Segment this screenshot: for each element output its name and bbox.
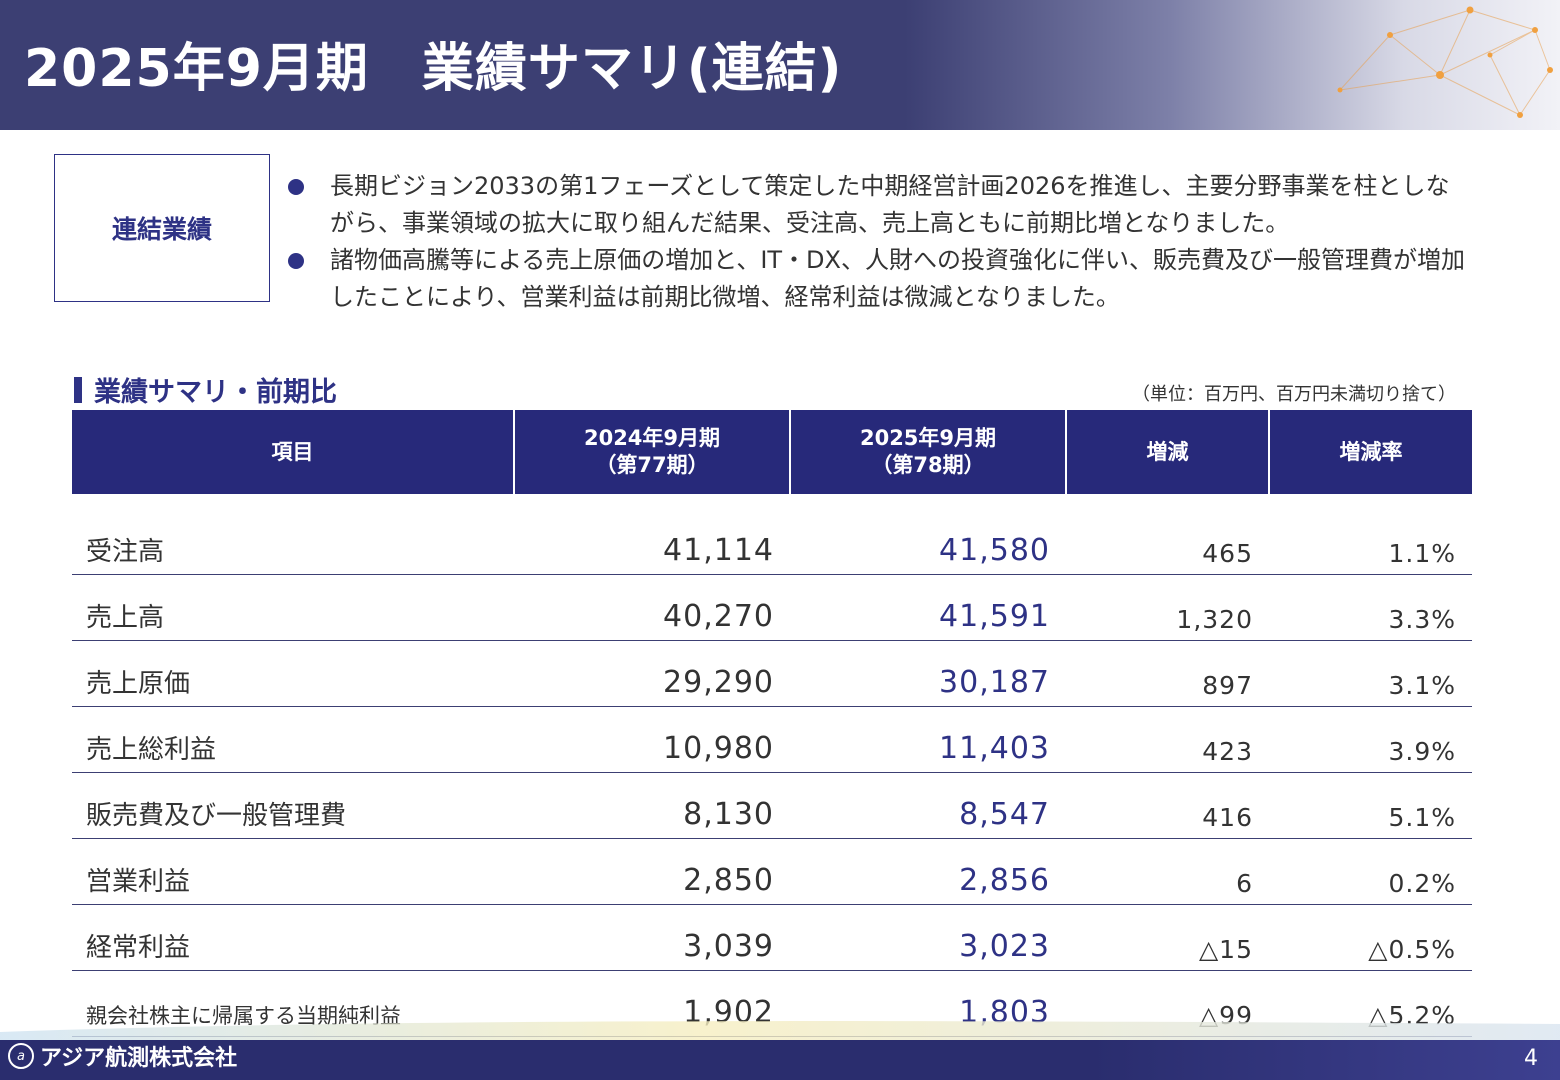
cur-value: 8,547 <box>790 772 1066 839</box>
prev-value: 3,039 <box>514 904 790 971</box>
change-value: 6 <box>1066 838 1269 905</box>
change-value: 1,320 <box>1066 574 1269 641</box>
table-row: 売上原価 29,290 30,187 897 3.1% <box>72 640 1472 707</box>
row-label: 販売費及び一般管理費 <box>72 772 514 839</box>
unit-note: （単位：百万円、百万円未満切り捨て） <box>1132 384 1456 405</box>
summary-bullet-text: 長期ビジョン2033の第1フェーズとして策定した中期経営計画2026を推進し、主… <box>330 172 1450 237</box>
change-value: 423 <box>1066 706 1269 773</box>
col-header-cur-period: 2025年9月期 <box>859 426 997 450</box>
summary-bullet: 長期ビジョン2033の第1フェーズとして策定した中期経営計画2026を推進し、主… <box>288 168 1468 242</box>
consolidated-results-label-box: 連結業績 <box>54 154 270 302</box>
cur-value: 11,403 <box>790 706 1066 773</box>
table-row: 販売費及び一般管理費 8,130 8,547 416 5.1% <box>72 772 1472 839</box>
rate-value: 1.1% <box>1269 494 1472 575</box>
page-title: 2025年9月期 業績サマリ(連結) <box>24 39 843 99</box>
company-name: アジア航測株式会社 <box>40 1046 238 1071</box>
cur-value: 30,187 <box>790 640 1066 707</box>
summary-bullets: 長期ビジョン2033の第1フェーズとして策定した中期経営計画2026を推進し、主… <box>288 168 1468 316</box>
cur-value: 2,856 <box>790 838 1066 905</box>
row-label: 営業利益 <box>72 838 514 905</box>
table-row: 売上高 40,270 41,591 1,320 3.3% <box>72 574 1472 641</box>
results-summary-table: 項目 2024年9月期 （第77期） 2025年9月期 （第78期） 増減 増減… <box>72 410 1472 1037</box>
col-header-prev-term: （第77期） <box>595 453 709 477</box>
rate-value: 3.1% <box>1269 640 1472 707</box>
table-row: 受注高 41,114 41,580 465 1.1% <box>72 494 1472 575</box>
prev-value: 10,980 <box>514 706 790 773</box>
slide-header: 2025年9月期 業績サマリ(連結) <box>0 0 1560 130</box>
section-heading: 業績サマリ・前期比 <box>74 370 337 409</box>
rate-value: 3.3% <box>1269 574 1472 641</box>
table-row: 営業利益 2,850 2,856 6 0.2% <box>72 838 1472 905</box>
bullet-dot-icon <box>288 253 304 269</box>
footer-bar <box>0 1040 1560 1080</box>
row-label: 売上原価 <box>72 640 514 707</box>
col-header-prev: 2024年9月期 （第77期） <box>513 410 790 494</box>
col-header-rate: 増減率 <box>1268 410 1472 494</box>
col-header-cur-term: （第78期） <box>871 453 985 477</box>
rate-value: 3.9% <box>1269 706 1472 773</box>
change-value: 465 <box>1066 494 1269 575</box>
consolidated-results-label: 連結業績 <box>111 215 212 244</box>
table-row: 経常利益 3,039 3,023 △15 △0.5% <box>72 904 1472 971</box>
summary-bullet: 諸物価高騰等による売上原価の増加と、IT・DX、人財への投資強化に伴い、販売費及… <box>288 242 1468 316</box>
rate-value: 5.1% <box>1269 772 1472 839</box>
table-header-row: 項目 2024年9月期 （第77期） 2025年9月期 （第78期） 増減 増減… <box>72 410 1472 494</box>
col-header-item: 項目 <box>72 410 514 494</box>
row-label: 受注高 <box>72 494 514 575</box>
page-number: 4 <box>1524 1046 1538 1071</box>
aas-logo-icon: a <box>8 1043 34 1069</box>
section-title: 業績サマリ・前期比 <box>94 377 337 408</box>
cur-value: 3,023 <box>790 904 1066 971</box>
col-header-cur: 2025年9月期 （第78期） <box>789 410 1066 494</box>
cur-value: 41,580 <box>790 494 1066 575</box>
prev-value: 40,270 <box>514 574 790 641</box>
change-value: 416 <box>1066 772 1269 839</box>
change-value: △15 <box>1066 904 1269 971</box>
cur-value: 41,591 <box>790 574 1066 641</box>
row-label: 経常利益 <box>72 904 514 971</box>
table-row: 売上総利益 10,980 11,403 423 3.9% <box>72 706 1472 773</box>
bullet-dot-icon <box>288 179 304 195</box>
summary-bullet-text: 諸物価高騰等による売上原価の増加と、IT・DX、人財への投資強化に伴い、販売費及… <box>330 246 1465 311</box>
slide-footer <box>0 1010 1560 1080</box>
col-header-change: 増減 <box>1065 410 1269 494</box>
prev-value: 29,290 <box>514 640 790 707</box>
network-decoration-icon <box>1337 6 1553 118</box>
row-label: 売上高 <box>72 574 514 641</box>
section-bar-icon <box>74 376 82 403</box>
rate-value: 0.2% <box>1269 838 1472 905</box>
col-header-prev-period: 2024年9月期 <box>583 426 721 450</box>
rate-value: △0.5% <box>1269 904 1472 971</box>
prev-value: 2,850 <box>514 838 790 905</box>
company-brand: a アジア航測株式会社 <box>8 1040 237 1072</box>
row-label: 売上総利益 <box>72 706 514 773</box>
change-value: 897 <box>1066 640 1269 707</box>
prev-value: 8,130 <box>514 772 790 839</box>
prev-value: 41,114 <box>514 494 790 575</box>
